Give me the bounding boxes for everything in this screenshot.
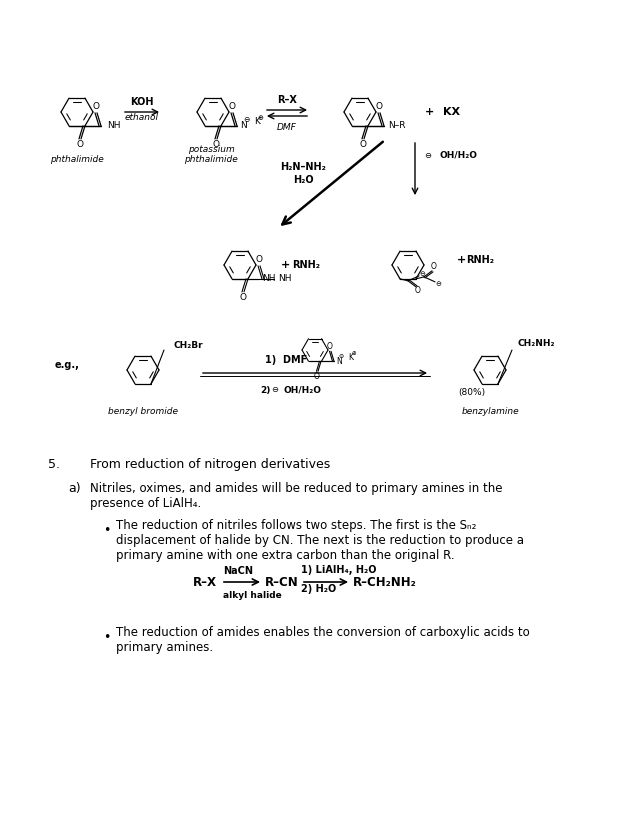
Text: R–X: R–X (193, 575, 217, 588)
Text: a): a) (68, 482, 81, 495)
Text: O: O (239, 293, 246, 302)
Text: ⊖: ⊖ (425, 151, 432, 160)
Text: displacement of halide by CN. The next is the reduction to produce a: displacement of halide by CN. The next i… (116, 534, 524, 547)
Text: phthalimide: phthalimide (50, 156, 104, 165)
Text: ⊖: ⊖ (272, 385, 278, 394)
Text: e.g.,: e.g., (55, 360, 80, 370)
Text: The reduction of amides enables the conversion of carboxylic acids to: The reduction of amides enables the conv… (116, 626, 530, 639)
Text: H₂N–NH₂: H₂N–NH₂ (280, 162, 326, 172)
Text: RNH₂: RNH₂ (466, 255, 494, 265)
Text: ⊖: ⊖ (338, 354, 343, 359)
Text: OH/H₂O: OH/H₂O (283, 385, 321, 394)
Text: 1)  DMF: 1) DMF (265, 355, 307, 365)
Text: ethanol: ethanol (125, 112, 159, 121)
Text: •: • (103, 631, 110, 644)
Text: ⊕: ⊕ (352, 350, 357, 356)
Text: (80%): (80%) (459, 387, 486, 397)
Text: NH: NH (262, 275, 275, 284)
Text: ⊕: ⊕ (257, 115, 263, 121)
Text: K: K (254, 117, 260, 126)
Text: K: K (348, 353, 353, 362)
Text: presence of LiAlH₄.: presence of LiAlH₄. (90, 497, 201, 510)
Text: Nitriles, oximes, and amides will be reduced to primary amines in the: Nitriles, oximes, and amides will be red… (90, 482, 503, 495)
Text: NaCN: NaCN (223, 566, 253, 576)
Text: O: O (326, 341, 333, 350)
Text: ⊖: ⊖ (435, 281, 441, 287)
Text: R–X: R–X (277, 95, 297, 105)
Text: ⊖: ⊖ (419, 271, 425, 277)
Text: KX: KX (444, 107, 461, 117)
Text: O: O (93, 103, 100, 112)
Text: O: O (360, 140, 367, 149)
Text: O: O (212, 140, 219, 149)
Text: •: • (103, 524, 110, 537)
Text: primary amines.: primary amines. (116, 641, 213, 654)
Text: CH₂NH₂: CH₂NH₂ (518, 340, 556, 349)
Text: From reduction of nitrogen derivatives: From reduction of nitrogen derivatives (90, 458, 330, 471)
Text: NH: NH (278, 275, 292, 284)
Text: 1) LiAlH₄, H₂O: 1) LiAlH₄, H₂O (301, 565, 377, 575)
Text: The reduction of nitriles follows two steps. The first is the Sₙ₂: The reduction of nitriles follows two st… (116, 519, 476, 532)
Text: O: O (415, 286, 421, 295)
Text: O: O (375, 103, 382, 112)
Text: +: + (457, 255, 467, 265)
Text: O: O (76, 140, 84, 149)
Text: N: N (336, 357, 341, 366)
Text: NH: NH (107, 121, 120, 130)
Text: benzyl bromide: benzyl bromide (108, 408, 178, 416)
Text: OH/H₂O: OH/H₂O (440, 151, 478, 160)
Text: CH₂Br: CH₂Br (174, 341, 203, 350)
Text: O: O (314, 372, 319, 381)
Text: 2): 2) (260, 385, 270, 394)
Text: 5.: 5. (48, 458, 60, 471)
Text: N: N (240, 121, 247, 130)
Text: KOH: KOH (130, 97, 154, 107)
Text: O: O (229, 103, 236, 112)
Text: R–CN: R–CN (265, 575, 299, 588)
Text: primary amine with one extra carbon than the original R.: primary amine with one extra carbon than… (116, 549, 455, 562)
Text: alkyl halide: alkyl halide (223, 592, 282, 601)
Text: potassium: potassium (188, 146, 234, 155)
Text: ⊖: ⊖ (243, 116, 249, 125)
Text: +: + (425, 107, 435, 117)
Text: phthalimide: phthalimide (184, 156, 238, 165)
Text: +: + (280, 260, 290, 270)
Text: benzylamine: benzylamine (461, 408, 519, 416)
Text: RNH₂: RNH₂ (292, 260, 320, 270)
Text: 2) H₂O: 2) H₂O (301, 584, 336, 594)
Text: R–CH₂NH₂: R–CH₂NH₂ (353, 575, 417, 588)
Text: O: O (431, 262, 437, 271)
Text: N–R: N–R (388, 121, 406, 130)
Text: O: O (256, 255, 263, 264)
Text: DMF: DMF (277, 124, 297, 133)
Text: H₂O: H₂O (293, 175, 313, 185)
